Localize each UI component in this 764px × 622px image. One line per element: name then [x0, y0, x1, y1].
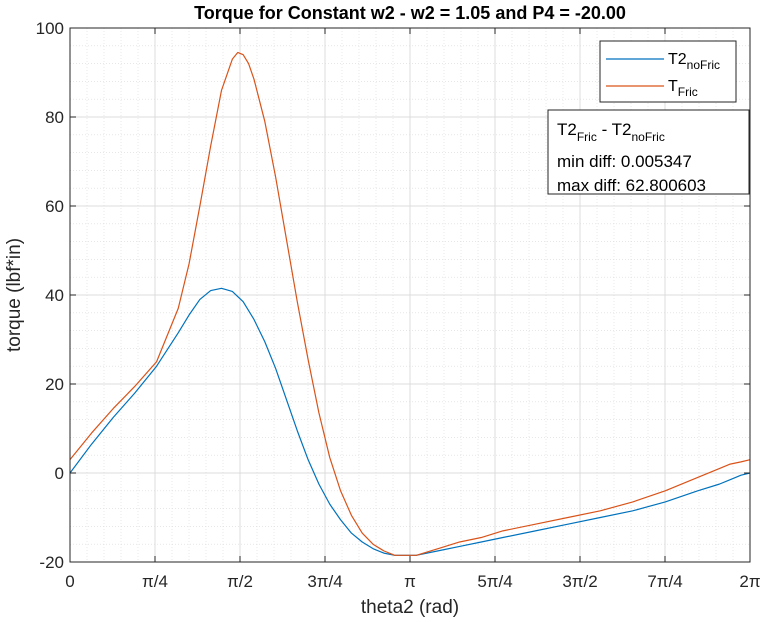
- annotation-t2-fric-sub: Fric: [577, 130, 597, 144]
- difference-annotation: T2Fric - T2noFric min diff: 0.005347 max…: [547, 109, 750, 195]
- series-line-t2-nofric: [69, 287, 751, 556]
- legend-label-t2-nofric-sub: noFric: [687, 58, 720, 72]
- x-tick-label: 3π/4: [307, 572, 342, 591]
- annotation-t2-nofric-main: - T2: [597, 120, 632, 139]
- y-tick-label: 20: [45, 375, 64, 394]
- legend-label-t2-nofric: T2noFric: [668, 51, 720, 72]
- chart-title: Torque for Constant w2 - w2 = 1.05 and P…: [194, 3, 626, 23]
- series-layer: [69, 51, 751, 556]
- annotation-t2-fric-main: T2: [557, 120, 577, 139]
- x-tick-label: π/2: [227, 572, 253, 591]
- y-tick-label: 40: [45, 286, 64, 305]
- x-tick-label: 3π/2: [562, 572, 597, 591]
- x-tick-label: 5π/4: [477, 572, 512, 591]
- y-tick-label: 60: [45, 197, 64, 216]
- legend-label-t-fric-main: T: [668, 78, 678, 95]
- legend-box: [599, 40, 737, 103]
- y-axis-label: torque (lbf*in): [4, 238, 25, 352]
- annotation-max-diff: max diff: 62.800603: [557, 176, 706, 195]
- x-tick-label: 0: [65, 572, 74, 591]
- annotation-min-diff: min diff: 0.005347: [557, 152, 692, 171]
- x-tick-label: 7π/4: [647, 572, 682, 591]
- y-tick-label: 80: [45, 108, 64, 127]
- y-tick-labels: -20 0 20 40 60 80 100: [36, 19, 64, 572]
- annotation-box: [547, 109, 750, 195]
- series-line-t-fric: [69, 51, 751, 556]
- legend-label-t-fric-sub: Fric: [678, 85, 698, 99]
- x-tick-label: π: [404, 572, 416, 591]
- y-tick-label: 0: [55, 464, 64, 483]
- x-tick-label: 2π: [739, 572, 760, 591]
- annotation-t2-nofric-sub: noFric: [631, 130, 664, 144]
- x-axis-label: theta2 (rad): [361, 597, 459, 618]
- axis-ticks: [69, 27, 751, 563]
- legend: T2noFric TFric: [599, 40, 737, 103]
- x-tick-label: π/4: [142, 572, 168, 591]
- y-tick-label: -20: [39, 553, 64, 572]
- annotation-line1: T2Fric - T2noFric: [557, 120, 665, 144]
- legend-label-t2-nofric-main: T2: [668, 51, 687, 68]
- y-tick-label: 100: [36, 19, 64, 38]
- x-tick-labels: 0 π/4 π/2 3π/4 π 5π/4 3π/2 7π/4 2π: [65, 572, 760, 591]
- legend-label-t-fric: TFric: [668, 78, 698, 99]
